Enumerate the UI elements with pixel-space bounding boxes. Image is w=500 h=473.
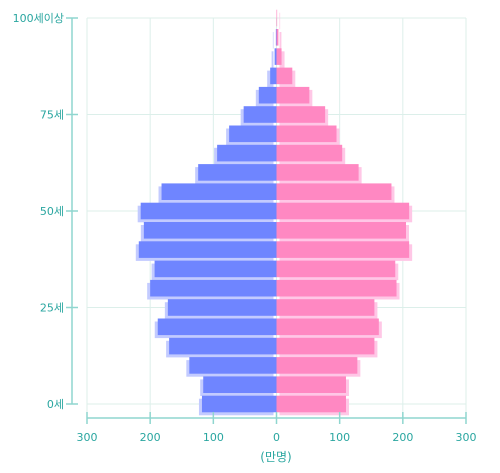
bar-left-age-10	[189, 357, 277, 374]
bar-left-age-15	[169, 337, 277, 355]
bar-right-age-50	[276, 202, 410, 220]
bar-right-age-55	[276, 183, 392, 200]
bar-shadow-right	[279, 51, 285, 68]
x-tick-label: 100	[203, 431, 224, 444]
bar-left-age-75	[243, 106, 277, 123]
bar-left-age-70	[229, 125, 277, 143]
x-tick-label: 0	[273, 431, 280, 444]
bar-right-age-75	[276, 106, 326, 123]
bar-right-age-100	[276, 9, 278, 27]
bar-shadow-right	[279, 32, 282, 49]
bar-left-age-40	[138, 241, 277, 258]
bar-left-age-60	[198, 164, 277, 181]
y-tick-label: 25세	[40, 302, 64, 315]
x-tick-label: 200	[140, 431, 161, 444]
bar-left-age-90	[274, 48, 277, 65]
bar-right-age-65	[276, 144, 343, 162]
bar-right-age-80	[276, 86, 310, 104]
bar-left-age-25	[167, 299, 277, 316]
bar-left-age-85	[270, 67, 277, 85]
bar-left-age-5	[203, 376, 277, 393]
bar-left-age-30	[150, 279, 277, 297]
bar-right-age-20	[276, 318, 379, 336]
bar-right-age-90	[276, 48, 282, 65]
bar-shadow-right	[279, 12, 281, 30]
bar-left-age-0	[201, 395, 277, 413]
bar-right-age-0	[276, 395, 346, 413]
bar-right-age-25	[276, 299, 375, 316]
tick-labels: 0세 25세 50세 75세 100세이상 300 200 100 0 100 200 300	[13, 12, 477, 444]
bars	[138, 9, 410, 413]
bar-left-age-35	[154, 260, 277, 278]
bar-right-age-30	[276, 279, 397, 297]
bar-right-age-5	[276, 376, 346, 393]
bar-left-age-80	[258, 86, 277, 104]
bar-right-age-60	[276, 164, 359, 181]
bar-right-age-95	[276, 29, 279, 46]
bar-shadow-left	[271, 51, 274, 68]
x-tick-label: 200	[392, 431, 413, 444]
x-tick-label: 300	[456, 431, 477, 444]
bar-shadow-left	[272, 32, 274, 49]
bar-right-age-10	[276, 357, 358, 374]
bar-right-age-40	[276, 241, 410, 258]
bar-left-age-55	[161, 183, 277, 200]
bar-left-age-65	[217, 144, 277, 162]
bar-left-age-50	[140, 202, 277, 220]
bar-right-age-70	[276, 125, 337, 143]
x-tick-label: 100	[329, 431, 350, 444]
bar-right-age-15	[276, 337, 375, 355]
y-tick-label: 50세	[40, 205, 64, 218]
y-tick-label: 0세	[47, 398, 64, 411]
bar-left-age-20	[157, 318, 277, 336]
y-tick-label: 100세이상	[13, 12, 64, 25]
x-axis-unit-label: (만명)	[260, 450, 291, 464]
y-tick-label: 75세	[40, 109, 64, 122]
bar-left-age-95	[275, 29, 277, 46]
bar-right-age-45	[276, 222, 406, 239]
bar-left-age-45	[143, 222, 277, 239]
bar-right-age-35	[276, 260, 396, 278]
bar-right-age-85	[276, 67, 293, 85]
x-tick-label: 300	[77, 431, 98, 444]
tick-marks	[66, 17, 467, 424]
